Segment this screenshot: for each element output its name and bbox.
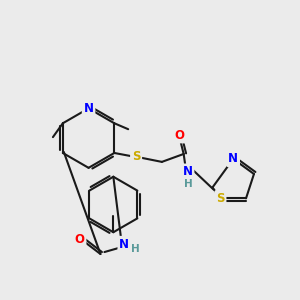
Text: N: N <box>183 165 193 178</box>
Text: O: O <box>75 233 85 246</box>
Text: H: H <box>131 244 140 254</box>
Text: N: N <box>119 238 129 250</box>
Text: S: S <box>132 150 140 164</box>
Text: N: N <box>84 102 94 115</box>
Text: H: H <box>184 179 193 189</box>
Text: N: N <box>228 152 238 165</box>
Text: O: O <box>175 129 185 142</box>
Text: S: S <box>216 192 225 205</box>
